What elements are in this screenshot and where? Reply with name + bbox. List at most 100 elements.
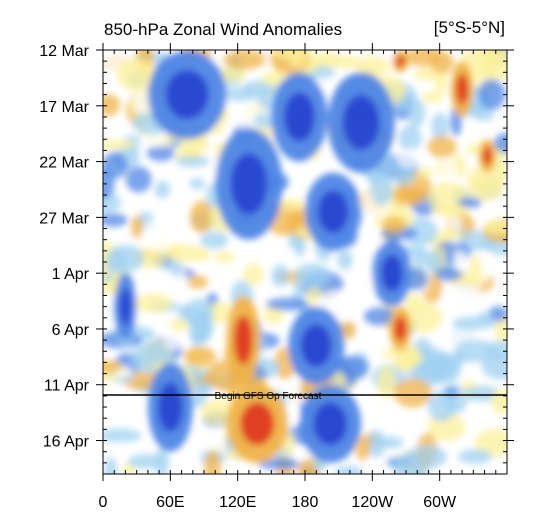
anomaly-texture xyxy=(103,152,129,179)
y-tick-label: 1 Apr xyxy=(52,266,90,283)
anomaly-texture xyxy=(403,217,438,247)
anomaly-texture xyxy=(479,50,507,80)
anomaly-texture xyxy=(175,155,211,168)
negative-anomaly-core xyxy=(381,254,403,292)
anomaly-texture xyxy=(493,133,507,154)
anomaly-texture xyxy=(422,91,444,103)
anomaly-texture xyxy=(430,51,454,74)
anomaly-texture xyxy=(200,231,229,249)
x-tick-label: 0 xyxy=(99,494,108,511)
x-tick-label: 60E xyxy=(156,494,184,511)
anomaly-texture xyxy=(103,126,139,138)
anomaly-texture xyxy=(169,318,190,332)
positive-anomaly-core xyxy=(482,146,492,166)
plot-area xyxy=(103,50,507,474)
anomaly-texture xyxy=(485,340,507,360)
anomaly-texture xyxy=(334,465,364,474)
y-tick-label: 17 Mar xyxy=(39,99,89,116)
forecast-label: Begin GFS Op Forecast xyxy=(215,391,322,402)
negative-anomaly-core xyxy=(300,324,332,368)
anomaly-texture xyxy=(103,139,137,150)
x-tick-label: 120W xyxy=(351,494,394,511)
anomaly-texture xyxy=(478,78,506,111)
x-axis: 0 60E 120E 180 120W 60W xyxy=(99,43,508,511)
anomaly-texture xyxy=(453,339,498,363)
y-tick-label: 12 Mar xyxy=(39,43,89,60)
anomaly-texture xyxy=(103,213,128,227)
anomaly-texture xyxy=(163,260,184,272)
anomaly-texture xyxy=(367,429,386,459)
anomaly-texture xyxy=(381,216,407,234)
anomaly-texture xyxy=(104,456,118,474)
anomaly-texture xyxy=(428,390,456,422)
anomaly-texture xyxy=(493,147,507,177)
anomaly-texture xyxy=(205,301,235,324)
anomaly-texture xyxy=(382,348,414,360)
anomaly-texture xyxy=(103,428,142,443)
anomaly-texture xyxy=(376,436,404,449)
y-tick-label: 16 Apr xyxy=(43,434,90,451)
region-label: [5°S-5°N] xyxy=(434,18,505,37)
anomaly-texture xyxy=(404,301,443,333)
y-tick-label: 11 Apr xyxy=(44,378,90,395)
anomaly-texture xyxy=(258,458,301,470)
anomaly-texture xyxy=(223,87,258,102)
anomaly-texture xyxy=(127,454,164,469)
x-tick-label: 120E xyxy=(219,494,256,511)
anomaly-texture xyxy=(183,346,217,367)
anomaly-texture xyxy=(141,218,175,253)
positive-anomaly-core xyxy=(455,73,469,105)
anomaly-texture xyxy=(457,449,493,464)
anomaly-texture xyxy=(398,125,422,152)
anomaly-texture xyxy=(294,263,331,289)
anomaly-texture xyxy=(394,148,430,169)
negative-anomaly-core xyxy=(283,92,315,142)
anomaly-texture xyxy=(204,450,222,474)
anomaly-texture xyxy=(103,94,121,117)
y-axis: 12 Mar 17 Mar 22 Mar 27 Mar 1 Apr 6 Apr 11 Apr… xyxy=(39,43,514,475)
anomaly-texture xyxy=(490,388,507,415)
anomaly-texture xyxy=(271,264,289,288)
anomaly-texture xyxy=(335,355,369,380)
anomaly-texture xyxy=(193,382,210,401)
anomaly-texture xyxy=(488,306,507,322)
anomaly-texture xyxy=(451,316,496,330)
anomaly-texture xyxy=(363,307,398,326)
anomaly-texture xyxy=(441,287,472,298)
anomaly-texture xyxy=(482,220,507,235)
anomaly-texture xyxy=(273,50,302,61)
anomaly-texture xyxy=(222,50,266,70)
anomaly-texture xyxy=(106,244,145,273)
anomaly-texture xyxy=(440,228,465,239)
anomaly-texture xyxy=(340,320,356,340)
anomaly-texture xyxy=(146,144,176,162)
anomaly-texture xyxy=(469,255,482,285)
anomaly-texture xyxy=(116,58,157,92)
positive-anomaly-core xyxy=(234,315,253,365)
anomaly-texture xyxy=(134,293,173,313)
negative-anomaly-core xyxy=(313,402,348,446)
y-tick-label: 22 Mar xyxy=(39,155,89,172)
anomaly-texture xyxy=(354,56,390,76)
anomaly-texture xyxy=(406,445,447,469)
anomaly-texture xyxy=(377,365,396,399)
negative-anomaly-core xyxy=(165,70,209,120)
negative-anomaly-core xyxy=(157,382,183,432)
y-tick-label: 6 Apr xyxy=(52,322,90,339)
anomaly-texture xyxy=(125,166,152,193)
anomaly-texture xyxy=(468,177,504,202)
anomaly-texture xyxy=(431,204,470,217)
anomaly-texture xyxy=(280,198,306,212)
anomaly-texture xyxy=(434,266,463,282)
anomaly-texture xyxy=(336,249,353,270)
anomaly-texture xyxy=(189,178,206,190)
positive-anomaly-core xyxy=(240,402,275,446)
anomaly-texture xyxy=(130,215,144,240)
positive-anomaly-core xyxy=(394,316,407,342)
positive-anomaly-core xyxy=(395,55,405,68)
anomaly-texture xyxy=(189,200,214,234)
y-tick-label: 27 Mar xyxy=(39,210,89,227)
anomaly-texture xyxy=(166,244,203,263)
anomaly-texture xyxy=(370,173,394,206)
anomaly-texture xyxy=(431,112,449,142)
